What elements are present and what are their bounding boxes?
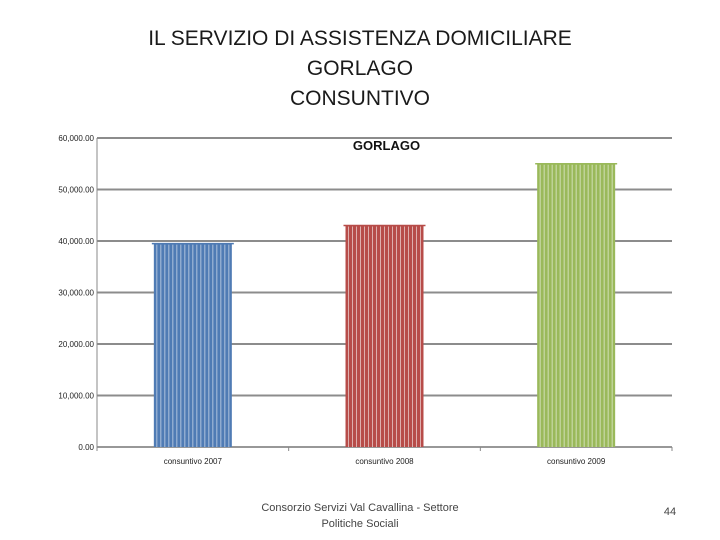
y-tick-label: 40,000.00 [58, 237, 94, 246]
x-category-label: consuntivo 2007 [164, 457, 223, 466]
page-number: 44 [663, 506, 677, 518]
y-tick-label: 60,000.00 [58, 134, 94, 143]
y-tick-label: 30,000.00 [58, 289, 94, 298]
bar-2 [343, 224, 426, 447]
footer-text: Consorzio Servizi Val Cavallina - Settor… [261, 502, 459, 530]
slide-title: IL SERVIZIO DI ASSISTENZA DOMICILIARE GO… [0, 24, 720, 114]
y-tick-label: 0.00 [78, 443, 94, 452]
x-category-label: consuntivo 2008 [355, 457, 414, 466]
slide-title-line-2: GORLAGO [306, 57, 414, 80]
slide-title-line-3: CONSUNTIVO [289, 87, 430, 110]
y-tick-label: 20,000.00 [58, 340, 94, 349]
slide-title-line-1: IL SERVIZIO DI ASSISTENZA DOMICILIARE [148, 27, 572, 50]
chart-title: GORLAGO [353, 138, 420, 153]
bar-1 [151, 242, 234, 447]
bar-3 [535, 163, 618, 447]
y-tick-label: 10,000.00 [58, 392, 94, 401]
y-tick-label: 50,000.00 [58, 186, 94, 195]
x-category-label: consuntivo 2009 [547, 457, 606, 466]
